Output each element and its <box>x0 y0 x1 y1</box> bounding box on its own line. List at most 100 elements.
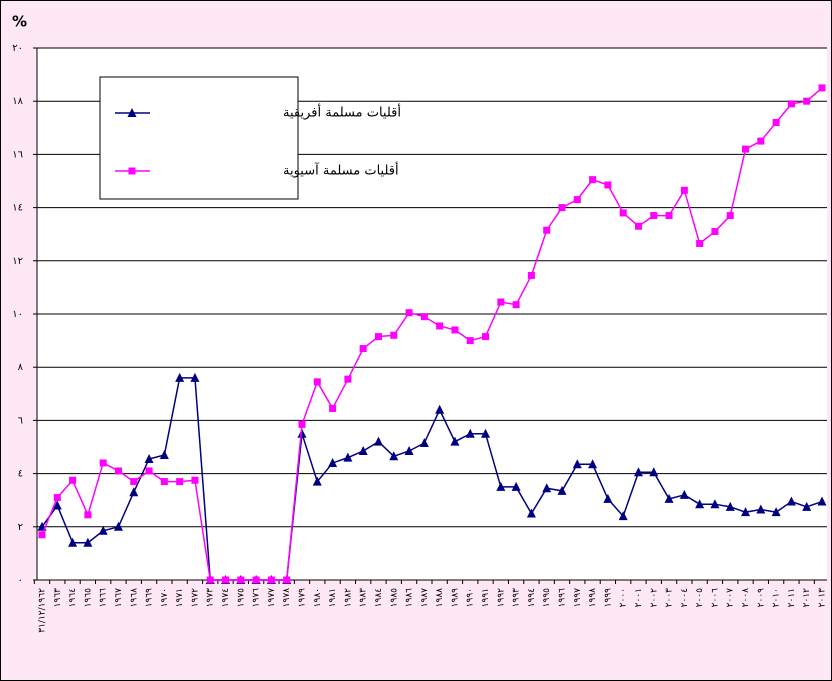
marker <box>297 428 307 438</box>
x-tick-label: ٢٠٠٦ <box>710 588 720 608</box>
marker <box>711 228 719 236</box>
y-tick-label: ٠ <box>18 575 23 586</box>
x-tick-label: ٢٠١٠ <box>772 588 782 607</box>
x-tick-label: ٣١/١٢/١٩٦٢ <box>38 588 48 633</box>
series-line <box>41 377 823 581</box>
x-tick-label: ١٩٨٣ <box>359 588 369 608</box>
marker <box>497 298 505 306</box>
marker <box>543 226 551 234</box>
marker <box>542 483 552 493</box>
marker <box>84 511 92 519</box>
marker <box>665 212 673 220</box>
x-tick-label: ١٩٦٩ <box>145 588 155 608</box>
x-tick-label: ٢٠٠٤ <box>680 588 690 608</box>
marker <box>436 322 444 330</box>
x-tick-label: ١٩٧٦ <box>252 588 262 608</box>
marker <box>283 576 291 584</box>
x-tick-label: ١٩٩٥ <box>542 588 552 608</box>
y-tick-label: ٦ <box>18 415 23 426</box>
marker <box>252 576 260 584</box>
x-tick-label: ١٩٨٦ <box>405 588 415 608</box>
marker <box>680 186 688 194</box>
marker <box>634 222 642 230</box>
x-tick-label: ٢٠٠٥ <box>695 588 705 608</box>
marker <box>222 576 230 584</box>
marker <box>206 576 214 584</box>
x-tick-label: ١٩٨٩ <box>450 588 460 608</box>
marker <box>496 481 506 491</box>
y-tick-label: ١٤ <box>12 203 23 214</box>
series-line <box>41 87 823 581</box>
marker <box>38 531 46 539</box>
marker <box>390 331 398 339</box>
marker <box>128 167 136 175</box>
marker <box>435 404 445 414</box>
marker <box>696 240 704 248</box>
y-tick-label: ٢ <box>18 522 23 533</box>
x-tick-label: ٢٠١١ <box>787 588 797 607</box>
x-tick-label: ١٩٨٧ <box>420 588 430 608</box>
marker <box>160 478 168 486</box>
x-tick-label: ١٩٧٣ <box>206 588 216 608</box>
marker <box>129 487 139 497</box>
marker <box>358 445 368 455</box>
x-tick-label: ٢٠٠٧ <box>726 588 736 608</box>
x-tick-label: ١٩٨٠ <box>313 588 323 607</box>
marker <box>374 333 382 341</box>
x-tick-label: ١٩٩٨ <box>588 588 598 608</box>
marker <box>359 345 367 353</box>
x-tick-label: ١٩٨١ <box>328 588 338 607</box>
marker <box>68 537 78 547</box>
y-tick-label: ٤ <box>18 469 23 480</box>
marker <box>419 438 429 448</box>
marker <box>756 504 766 514</box>
y-tick-label: ١٦ <box>12 149 23 160</box>
x-tick-label: ٢٠١٢ <box>802 588 812 608</box>
marker <box>558 204 566 212</box>
marker <box>589 176 597 184</box>
x-tick-label: ١٩٦٧ <box>114 588 124 608</box>
marker <box>98 525 108 535</box>
legend-label: أقليات مسلمة آسيوية <box>283 162 399 179</box>
marker <box>604 181 612 189</box>
marker <box>649 467 659 477</box>
marker <box>603 493 613 503</box>
marker <box>130 478 138 486</box>
marker <box>175 372 185 382</box>
x-tick-label: ١٩٧١ <box>175 588 185 607</box>
marker <box>191 476 199 484</box>
marker <box>53 494 61 502</box>
marker <box>298 420 306 428</box>
marker <box>511 481 521 491</box>
marker <box>695 499 705 509</box>
x-tick-label: ١٩٦٣ <box>53 588 63 608</box>
marker <box>312 476 322 486</box>
x-tick-label: ٢٠٠٠ <box>619 588 629 607</box>
marker <box>159 449 169 459</box>
x-tick-label: ١٩٩٣ <box>512 588 522 608</box>
marker <box>633 467 643 477</box>
marker <box>526 508 536 518</box>
marker <box>573 196 581 204</box>
x-tick-label: ٢٠٠٣ <box>665 588 675 608</box>
x-tick-label: ٢٠٠٩ <box>756 588 766 608</box>
x-tick-label: ١٩٧٠ <box>160 588 170 607</box>
marker <box>742 145 750 153</box>
marker <box>741 507 751 517</box>
marker <box>588 459 598 469</box>
marker <box>237 576 245 584</box>
marker <box>145 467 153 475</box>
x-tick-label: ١٩٩٤ <box>527 588 537 608</box>
marker <box>113 521 123 531</box>
x-tick-label: ١٩٦٦ <box>99 588 109 608</box>
x-tick-label: ٢٠١٣ <box>818 588 828 608</box>
marker <box>817 496 827 506</box>
marker <box>69 476 77 484</box>
x-tick-label: ١٩٧٥ <box>236 588 246 608</box>
marker <box>144 453 154 463</box>
marker <box>176 478 184 486</box>
x-tick-label: ٢٠٠٨ <box>741 588 751 608</box>
x-tick-label: ١٩٧٧ <box>267 588 277 608</box>
marker <box>650 212 658 220</box>
